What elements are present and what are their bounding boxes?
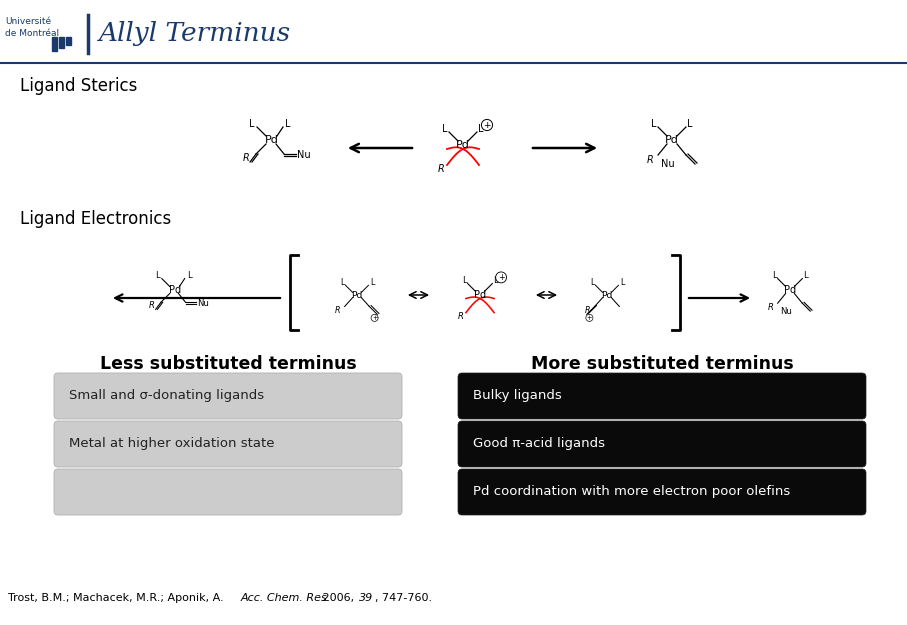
- Text: Pd: Pd: [265, 135, 279, 145]
- Text: L: L: [285, 119, 291, 129]
- Text: R: R: [335, 306, 340, 316]
- FancyBboxPatch shape: [458, 469, 866, 515]
- Text: 2006,: 2006,: [319, 593, 357, 603]
- FancyBboxPatch shape: [458, 373, 866, 419]
- Text: 39: 39: [359, 593, 374, 603]
- Text: R: R: [647, 155, 653, 165]
- Text: Good π-acid ligands: Good π-acid ligands: [473, 438, 605, 451]
- Text: L: L: [651, 119, 657, 129]
- Text: Pd: Pd: [351, 291, 363, 299]
- Text: Université
de Montréal: Université de Montréal: [5, 17, 59, 39]
- Text: Pd coordination with more electron poor olefins: Pd coordination with more electron poor …: [473, 486, 790, 499]
- Text: +: +: [587, 315, 592, 321]
- Text: Trost, B.M.; Machacek, M.R.; Aponik, A.: Trost, B.M.; Machacek, M.R.; Aponik, A.: [8, 593, 227, 603]
- Text: L: L: [804, 271, 808, 281]
- Text: Nu: Nu: [297, 150, 311, 160]
- Text: Pd: Pd: [665, 135, 679, 145]
- Text: R: R: [437, 164, 444, 174]
- Text: +: +: [483, 121, 491, 129]
- Text: L: L: [688, 119, 693, 129]
- Bar: [66, 37, 71, 45]
- Text: L: L: [619, 278, 624, 287]
- Text: Pd: Pd: [474, 290, 486, 300]
- Text: Metal at higher oxidation state: Metal at higher oxidation state: [69, 438, 275, 451]
- Text: R: R: [243, 153, 249, 163]
- Text: Pd: Pd: [169, 285, 181, 295]
- Text: R: R: [149, 301, 155, 311]
- Text: Bulky ligands: Bulky ligands: [473, 389, 561, 402]
- Text: L: L: [478, 124, 483, 134]
- Text: +: +: [372, 315, 377, 321]
- Text: L: L: [772, 271, 776, 281]
- Text: L: L: [462, 276, 466, 286]
- Text: Ligand Electronics: Ligand Electronics: [20, 210, 171, 228]
- Text: Pd: Pd: [456, 140, 470, 150]
- FancyBboxPatch shape: [54, 469, 402, 515]
- Text: L: L: [493, 276, 498, 286]
- Text: Pd: Pd: [784, 285, 796, 295]
- Text: Ligand Sterics: Ligand Sterics: [20, 77, 137, 95]
- Text: R: R: [767, 303, 774, 312]
- Text: , 747-760.: , 747-760.: [375, 593, 432, 603]
- Text: More substituted terminus: More substituted terminus: [531, 355, 794, 373]
- Text: Nu: Nu: [197, 299, 210, 308]
- Bar: [59, 37, 63, 48]
- Text: L: L: [155, 271, 160, 281]
- Bar: [52, 37, 56, 51]
- Text: L: L: [340, 278, 345, 287]
- Text: Pd: Pd: [601, 291, 613, 299]
- Text: Less substituted terminus: Less substituted terminus: [100, 355, 356, 373]
- FancyBboxPatch shape: [458, 421, 866, 467]
- Text: Allyl Terminus: Allyl Terminus: [98, 21, 290, 46]
- Text: Nu: Nu: [661, 159, 675, 169]
- FancyBboxPatch shape: [54, 373, 402, 419]
- Text: R: R: [458, 312, 463, 321]
- Text: +: +: [498, 273, 504, 282]
- Text: Small and σ-donating ligands: Small and σ-donating ligands: [69, 389, 264, 402]
- Text: Nu: Nu: [781, 307, 793, 316]
- Text: L: L: [187, 271, 191, 281]
- Text: Acc. Chem. Res.: Acc. Chem. Res.: [241, 593, 331, 603]
- FancyBboxPatch shape: [54, 421, 402, 467]
- Text: L: L: [249, 119, 255, 129]
- Text: L: L: [443, 124, 448, 134]
- Text: L: L: [590, 278, 594, 287]
- Text: R: R: [585, 306, 590, 316]
- Text: L: L: [370, 278, 375, 287]
